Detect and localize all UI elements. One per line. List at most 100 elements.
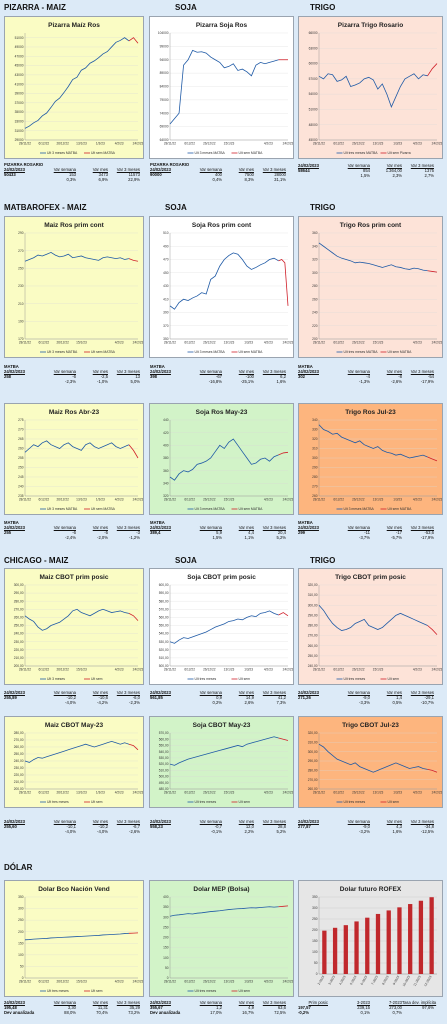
y-tick-label: 350 <box>312 895 318 899</box>
y-tick-label: 240,00 <box>308 664 318 668</box>
x-tick-label: 26/12/22 <box>203 980 216 984</box>
bar <box>365 917 370 974</box>
y-tick-label: 280,00 <box>308 768 318 772</box>
x-tick-label: 24/2/23 <box>133 142 143 146</box>
section-title: SOJA <box>175 3 197 12</box>
legend-label: Ult 3 meses MATBA <box>47 151 78 155</box>
x-tick-label: 6/12/22 <box>333 142 344 146</box>
stats-value: -10,2 <box>66 695 76 700</box>
x-tick-label: 24/2/23 <box>283 980 293 984</box>
stats-value: -10,2 <box>98 824 108 829</box>
stats-date: 24/02/2023 <box>4 525 25 530</box>
stats-value: 255 <box>4 530 11 535</box>
y-tick-label: 510,00 <box>159 656 169 660</box>
stats-col-header: Var semana <box>199 369 222 374</box>
stats-col-header: Var semana <box>199 525 222 530</box>
y-tick-label: 51000 <box>15 36 24 40</box>
stats-value: 14,9 <box>245 695 254 700</box>
stats-col-header: Var semana <box>53 167 76 172</box>
stats-st-dolar-bna: 24/02/2023 Var semana Var mes Var 3 meses 19… <box>4 999 146 1023</box>
stats-col-header: Var semana <box>199 1000 222 1005</box>
legend-label: Ult 3 meses MATBA <box>195 151 226 155</box>
stats-value: -10,6 <box>98 695 108 700</box>
chart-dolar-futuro: Dolar futuro ROFEX 0 50 100 150 200 250 300 350 2… <box>298 880 443 997</box>
series-line-main <box>169 610 279 644</box>
stats-value: -9,0 <box>362 695 370 700</box>
bar <box>322 930 327 974</box>
y-tick-label: 550,00 <box>159 624 169 628</box>
series-line-last-week <box>278 737 289 741</box>
stats-pct: 0,1% <box>360 1010 370 1015</box>
series-line-last-week <box>128 612 139 621</box>
stats-col-header: Var semana <box>347 163 370 168</box>
x-tick-label: 28/11/22 <box>164 668 176 672</box>
stats-pct: 0,7% <box>392 1010 402 1015</box>
stats-value: 389,4 <box>150 530 161 535</box>
series-line-last-week <box>427 63 438 77</box>
series-line-last-week <box>128 37 139 44</box>
stats-value: -0,7 <box>214 824 222 829</box>
chart-cbot-trigo-jul: Trigo CBOT Jul-23 260,00 270,00 280,00 290,0… <box>298 716 443 808</box>
legend-label: Ult 3 meses MATBA <box>47 350 78 354</box>
x-tick-label: 28/11/22 <box>19 980 31 984</box>
section-title: SOJA <box>165 203 187 212</box>
y-tick-label: 45000 <box>309 138 318 142</box>
stats-value: 28000 <box>274 172 286 177</box>
stats-col-header: Var 3 meses <box>410 369 434 374</box>
chart-title: Maiz Ros prim cont <box>44 222 104 229</box>
chart-title: Trigo CBOT Jul-23 <box>342 722 399 729</box>
stats-st-cbot-trigo: 24/02/2023 Var semana Var mes Var 3 meses 27… <box>298 689 440 713</box>
stats-pct: 70,4% <box>96 1010 108 1015</box>
x-tick-label: 24/2/23 <box>133 341 143 345</box>
x-tick-label: 4/2/23 <box>264 341 273 345</box>
stats-value: 0,9 <box>216 695 222 700</box>
y-tick-label: 250,00 <box>14 624 24 628</box>
chart-matba-maiz: Maiz Ros prim cont 170 190 210 230 250 270 290 2… <box>4 216 144 358</box>
x-tick-label: 4/2/23 <box>264 498 273 502</box>
stats-col-header: Var semana <box>347 690 370 695</box>
chart-svg: Maiz Ros prim cont 170 190 210 230 250 270 290 2… <box>18 222 143 354</box>
chart-matba-soja-may: Soja Ros May-23 320 340 360 380 400 420 440 28/1… <box>149 403 294 515</box>
x-tick-label: 4/2/23 <box>264 791 273 795</box>
y-tick-label: 210,00 <box>14 656 24 660</box>
x-tick-label: 15/1/23 <box>373 668 384 672</box>
legend-label: Ult sem <box>91 989 103 993</box>
chart-matba-maiz-abr: Maiz Ros Abr-23 235 240 245 250 255 260 265 270 2… <box>4 403 144 515</box>
x-tick-label: 4/2/23 <box>413 668 422 672</box>
y-tick-label: 190 <box>18 319 24 323</box>
legend-label: Ult sem MATBA <box>388 350 413 354</box>
y-tick-label: 270 <box>18 428 24 432</box>
stats-col-header: Var semana <box>199 167 222 172</box>
legend-label: Ult 3 meses MATBA <box>195 507 226 511</box>
stats-value: -17 <box>395 530 402 535</box>
series-line-main <box>24 440 130 453</box>
stats-value: 1,4 <box>396 695 402 700</box>
stats-pct: 88,0% <box>64 1010 76 1015</box>
chart-cbot-maiz-may: Maiz CBOT May-23 200,00 210,00 220,00 230,00… <box>4 716 144 808</box>
x-tick-label: 15/1/23 <box>76 980 87 984</box>
chart-cbot-soja-may: Soja CBOT May-23 480,00 490,00 500,00 510,00… <box>149 716 294 808</box>
x-tick-label: 28/11/22 <box>313 341 325 345</box>
section-title: TRIGO <box>310 3 336 12</box>
x-tick-label: 28/11/22 <box>19 142 31 146</box>
bar <box>332 927 338 974</box>
chart-svg: Soja Ros prim cont 350 370 390 410 430 450 470 4… <box>163 222 293 354</box>
stats-pct: -2,6% <box>129 829 140 834</box>
y-tick-label: 54000 <box>309 92 318 96</box>
stats-pct: 2,7% <box>424 173 434 178</box>
stats-value: -6,0 <box>132 695 140 700</box>
stats-value: 63,6 <box>277 1005 286 1010</box>
stats-value: -54 <box>427 374 434 379</box>
stats-st-matba-maiz: MATBA 24/02/2023 Var semana Var mes Var 3 me… <box>4 364 146 388</box>
stats-st-cbot-soja-may: 24/02/2023 Var semana Var mes Var 3 meses 55… <box>150 818 292 842</box>
x-tick-label: 6/12/22 <box>184 498 195 502</box>
bar <box>343 925 348 974</box>
bar <box>354 921 359 974</box>
stats-value: 5,9 <box>216 530 222 535</box>
stats-value: 11,31 <box>97 1005 108 1010</box>
stats-col-header: Var semana <box>347 369 370 374</box>
stats-value: 561,85 <box>150 695 163 700</box>
section-header: DÓLAR <box>0 863 447 873</box>
legend-label: Ult sem <box>388 677 400 681</box>
y-tick-label: 290 <box>18 231 24 235</box>
